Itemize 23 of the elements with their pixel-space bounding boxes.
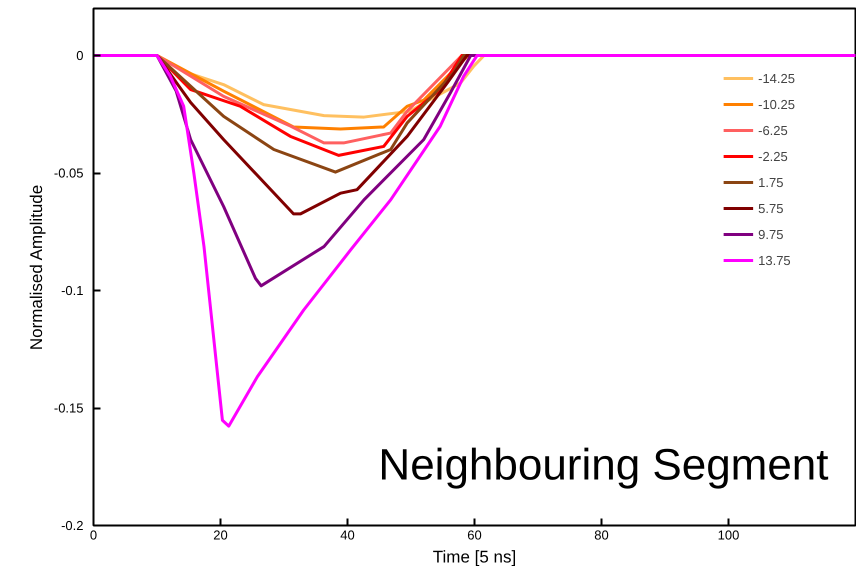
line-series [94,54,856,428]
x-tick-label: 100 [718,528,740,542]
legend-label: -10.25 [758,96,795,112]
x-axis-title: Time [5 ns] [432,548,516,566]
legend-label: 9.75 [758,226,784,242]
legend-label: -2.25 [758,148,788,164]
y-axis-title: Normalised Amplitude [26,184,46,350]
y-tick-label: -0.15 [54,400,84,416]
y-tick-label: 0 [76,48,84,63]
legend-label: -14.25 [758,70,795,86]
x-tick-label: 20 [213,528,228,542]
y-tick-label: -0.2 [61,518,84,533]
y-tick-label: -0.05 [54,166,84,180]
annotation: Neighbouring Segment [378,440,828,490]
x-tick-label: 40 [340,528,355,542]
x-tick-label: 60 [467,528,482,542]
legend-label: 1.75 [758,174,784,190]
legend-label: -6.25 [758,122,788,138]
x-tick-label: 0 [90,528,98,542]
y-tick-label: -0.1 [61,283,84,298]
legend-label: 13.75 [758,252,791,268]
x-tick-label: 80 [594,528,609,542]
legend-label: 5.75 [758,200,784,216]
